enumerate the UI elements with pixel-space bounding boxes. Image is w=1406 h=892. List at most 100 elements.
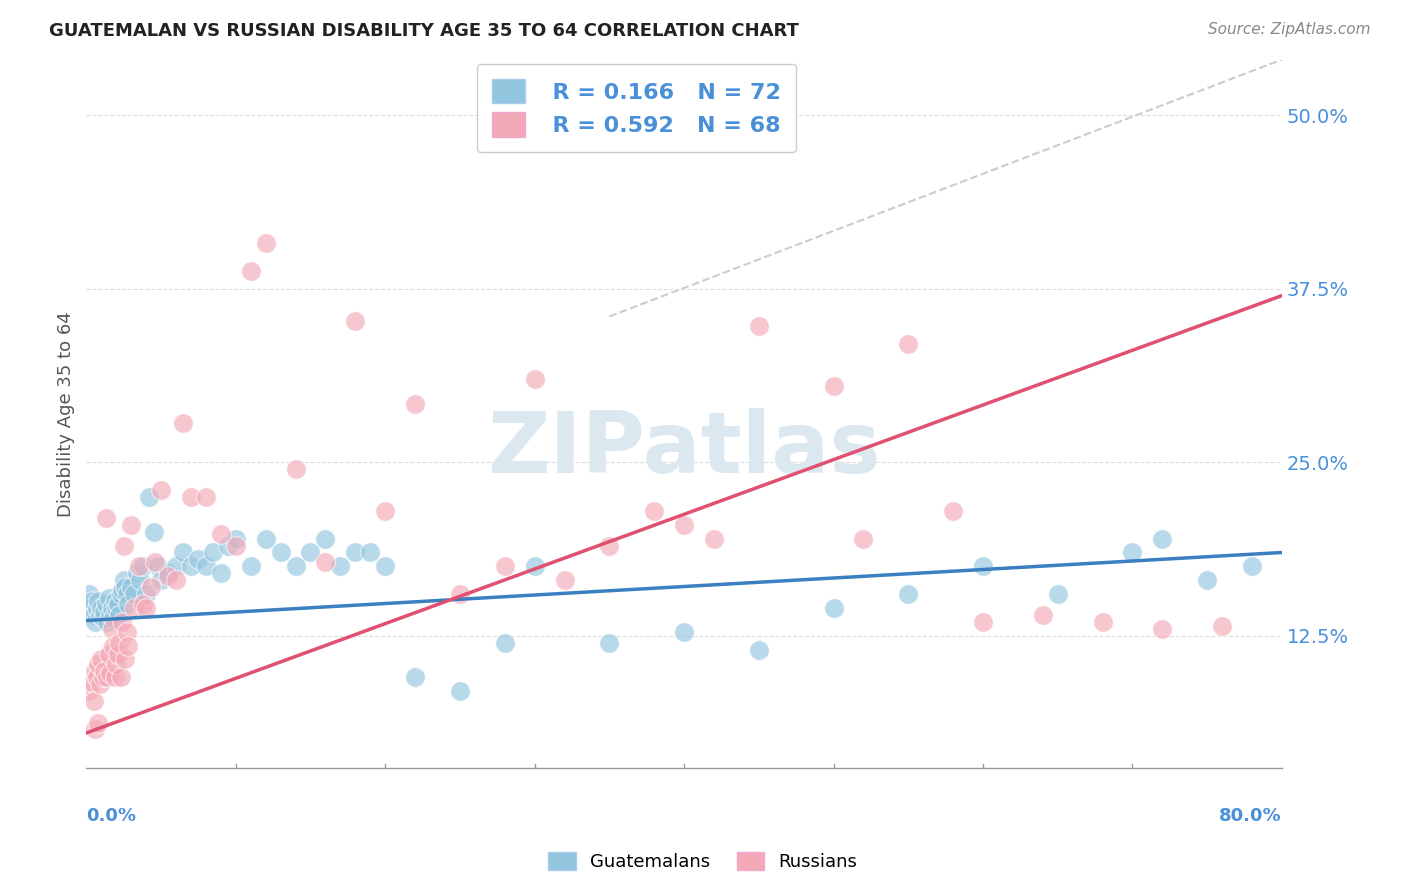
Point xyxy=(1121,545,1143,559)
Point xyxy=(374,559,396,574)
Point xyxy=(643,504,665,518)
Point xyxy=(187,552,209,566)
Text: GUATEMALAN VS RUSSIAN DISABILITY AGE 35 TO 64 CORRELATION CHART: GUATEMALAN VS RUSSIAN DISABILITY AGE 35 … xyxy=(49,22,799,40)
Point xyxy=(165,559,187,574)
Point xyxy=(122,587,145,601)
Point xyxy=(194,490,217,504)
Point xyxy=(132,597,155,611)
Y-axis label: Disability Age 35 to 64: Disability Age 35 to 64 xyxy=(58,310,75,516)
Point xyxy=(135,601,157,615)
Point xyxy=(142,524,165,539)
Point xyxy=(209,527,232,541)
Point xyxy=(150,574,173,588)
Point xyxy=(82,594,104,608)
Point xyxy=(449,684,471,698)
Point xyxy=(897,587,920,601)
Point xyxy=(494,636,516,650)
Point xyxy=(494,559,516,574)
Point xyxy=(180,559,202,574)
Point xyxy=(748,319,770,334)
Point xyxy=(91,670,114,684)
Point xyxy=(110,587,132,601)
Point xyxy=(80,601,103,615)
Point xyxy=(823,601,845,615)
Point xyxy=(897,337,920,351)
Point xyxy=(132,559,155,574)
Point xyxy=(82,674,104,689)
Point xyxy=(1240,559,1263,574)
Point xyxy=(1046,587,1069,601)
Point xyxy=(139,580,162,594)
Text: 0.0%: 0.0% xyxy=(86,806,136,824)
Point xyxy=(209,566,232,581)
Text: 80.0%: 80.0% xyxy=(1219,806,1282,824)
Point xyxy=(115,624,138,639)
Point xyxy=(194,559,217,574)
Point xyxy=(254,532,277,546)
Point xyxy=(202,545,225,559)
Point xyxy=(77,587,100,601)
Point xyxy=(314,532,336,546)
Point xyxy=(553,574,575,588)
Point xyxy=(122,601,145,615)
Point xyxy=(114,580,136,594)
Point xyxy=(114,652,136,666)
Point xyxy=(87,594,110,608)
Point xyxy=(90,601,112,615)
Point xyxy=(972,615,994,629)
Point xyxy=(96,615,118,629)
Point xyxy=(117,639,139,653)
Point xyxy=(89,677,111,691)
Point xyxy=(1197,574,1219,588)
Point xyxy=(165,574,187,588)
Point xyxy=(115,587,138,601)
Point xyxy=(104,594,127,608)
Point xyxy=(128,559,150,574)
Point xyxy=(143,555,166,569)
Point xyxy=(404,397,426,411)
Point xyxy=(98,666,121,681)
Point xyxy=(823,379,845,393)
Point xyxy=(523,372,546,386)
Point xyxy=(94,510,117,524)
Point xyxy=(93,664,115,678)
Point xyxy=(359,545,381,559)
Point xyxy=(284,462,307,476)
Point xyxy=(225,532,247,546)
Point xyxy=(1152,532,1174,546)
Point xyxy=(100,622,122,636)
Point xyxy=(103,611,125,625)
Point xyxy=(942,504,965,518)
Point xyxy=(77,684,100,698)
Point xyxy=(180,490,202,504)
Point xyxy=(1211,619,1233,633)
Point xyxy=(104,670,127,684)
Point xyxy=(127,566,149,581)
Point xyxy=(120,517,142,532)
Point xyxy=(86,670,108,684)
Point xyxy=(157,569,180,583)
Point xyxy=(97,647,120,661)
Point xyxy=(748,642,770,657)
Point xyxy=(117,597,139,611)
Point xyxy=(103,639,125,653)
Point xyxy=(105,657,128,671)
Point xyxy=(91,611,114,625)
Point xyxy=(314,555,336,569)
Point xyxy=(94,597,117,611)
Point xyxy=(598,539,620,553)
Point xyxy=(270,545,292,559)
Point xyxy=(107,647,129,661)
Point xyxy=(1032,607,1054,622)
Point xyxy=(87,716,110,731)
Point xyxy=(105,601,128,615)
Point xyxy=(344,545,367,559)
Point xyxy=(90,652,112,666)
Point xyxy=(97,591,120,606)
Point xyxy=(111,615,134,629)
Point xyxy=(112,539,135,553)
Point xyxy=(172,417,194,431)
Point xyxy=(108,607,131,622)
Point xyxy=(84,615,107,629)
Legend:   R = 0.166   N = 72,   R = 0.592   N = 68: R = 0.166 N = 72, R = 0.592 N = 68 xyxy=(477,63,796,152)
